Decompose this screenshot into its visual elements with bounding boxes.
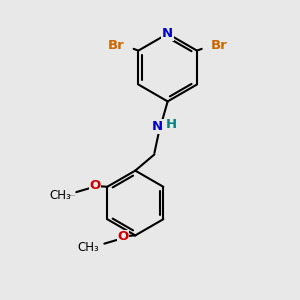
Text: methoxy: methoxy (70, 194, 76, 196)
Text: CH₃: CH₃ (78, 241, 99, 254)
Text: O: O (117, 230, 128, 243)
Text: Br: Br (211, 39, 228, 52)
Text: H: H (166, 118, 177, 131)
Text: O: O (89, 179, 100, 192)
Text: Br: Br (107, 39, 124, 52)
Text: N: N (162, 27, 173, 40)
Text: N: N (152, 120, 163, 133)
Text: CH₃: CH₃ (50, 189, 71, 202)
